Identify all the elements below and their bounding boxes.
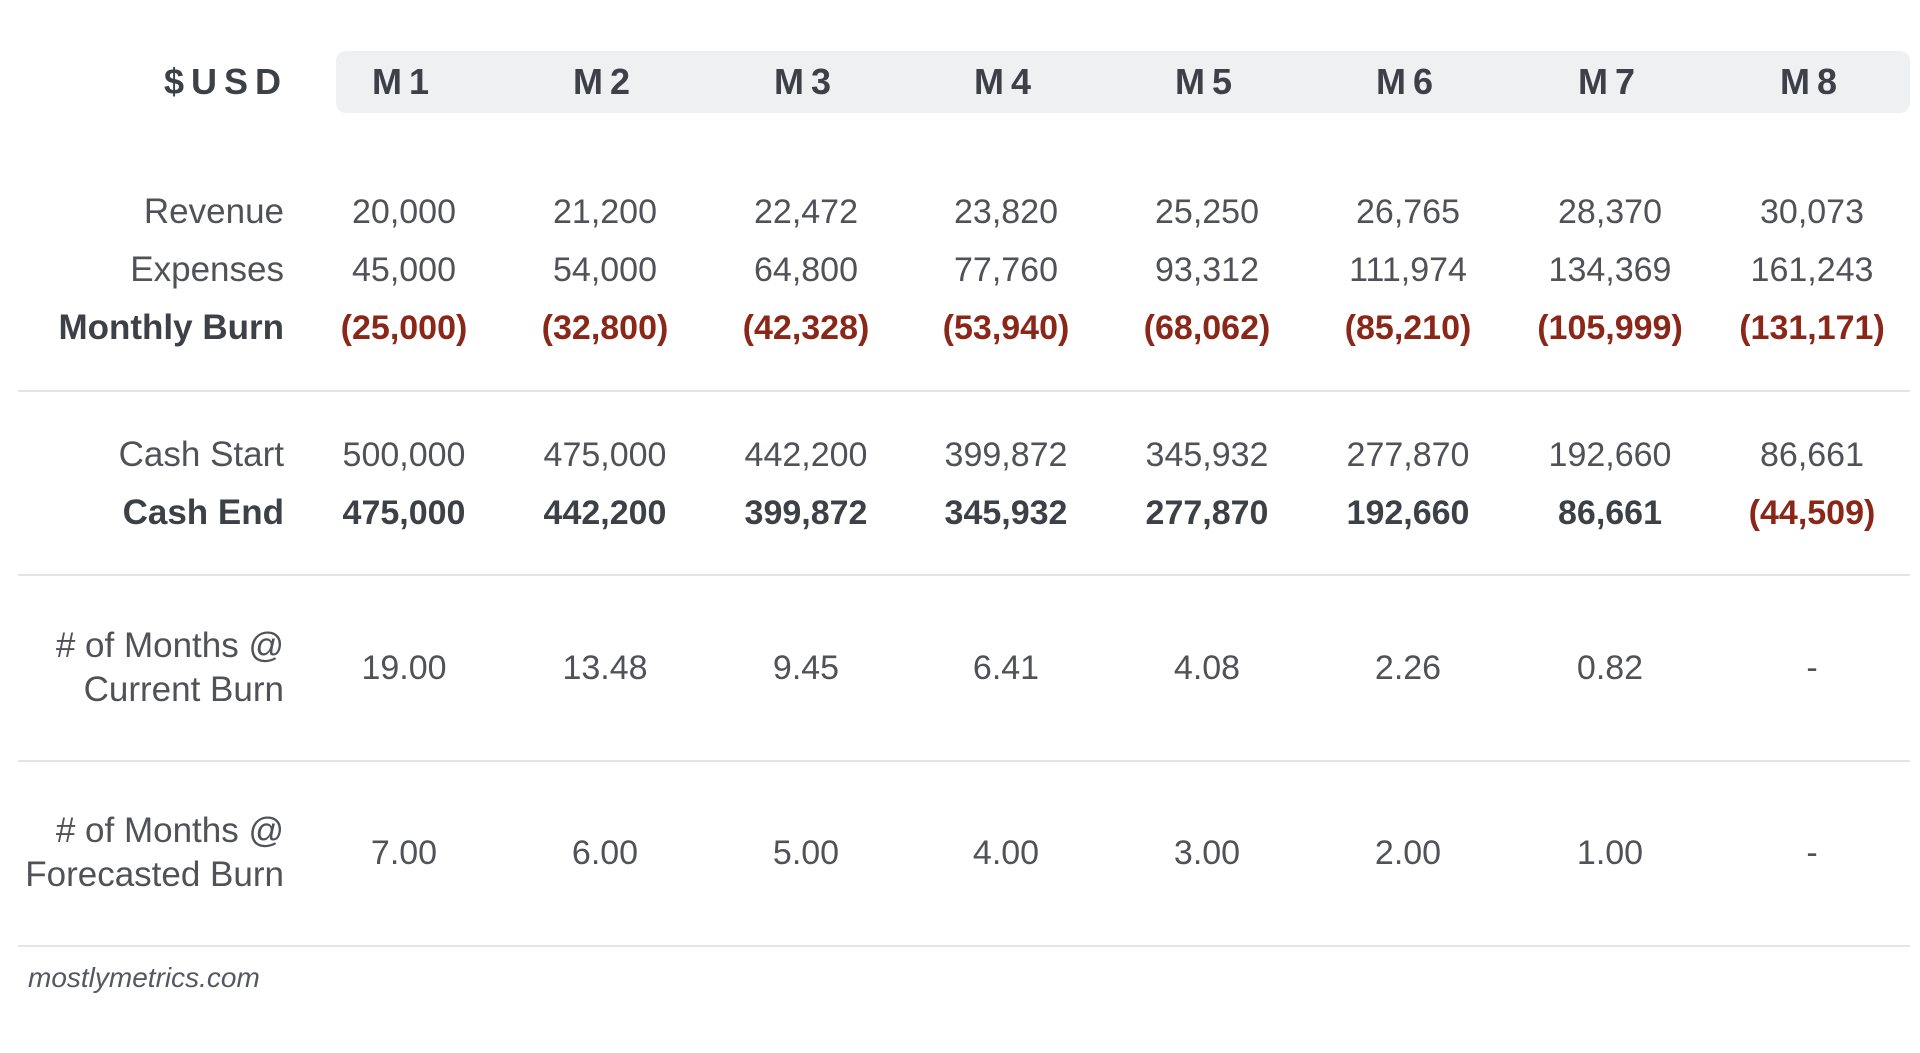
table-cell: 6.00 [571,834,639,872]
row-label-line: # of Months @ [55,626,284,665]
table-cell: 86,661 [1558,494,1662,532]
table-cell: 30,073 [1760,193,1864,231]
table-cell: 442,200 [744,436,868,474]
table-cell: 475,000 [543,436,667,474]
column-header-m5: M5 [1174,61,1239,102]
table-cell: 4.00 [972,834,1040,872]
currency-header: $USD [163,61,288,102]
table-cell: 64,800 [754,251,858,289]
table-cell: (42,328) [742,309,870,347]
table-cell: 500,000 [342,436,466,474]
column-header-m6: M6 [1375,61,1440,102]
row-label-line: # of Months @ [55,811,284,850]
table-cell: 161,243 [1750,251,1874,289]
column-header-m4: M4 [973,61,1038,102]
table-cell: 277,870 [1346,436,1470,474]
table-cell: 2.26 [1374,649,1442,687]
table-cell: 111,974 [1349,251,1467,289]
row-divider [18,574,1910,576]
row-label-months-current: # of Months @ Current Burn [0,624,284,712]
table-cell: 1.00 [1576,834,1644,872]
table-cell: 2.00 [1374,834,1442,872]
table-cell: 20,000 [352,193,456,231]
table-cell: 22,472 [754,193,858,231]
table-cell: (105,999) [1537,309,1683,347]
table-cell: 54,000 [553,251,657,289]
table-cell: (131,171) [1739,309,1885,347]
column-header-m7: M7 [1577,61,1642,102]
table-cell: - [1806,834,1818,872]
table-cell: (32,800) [541,309,669,347]
table-cell: 23,820 [954,193,1058,231]
table-cell: (85,210) [1344,309,1472,347]
table-cell: (68,062) [1143,309,1271,347]
table-cell: 192,660 [1548,436,1672,474]
table-cell: (53,940) [942,309,1070,347]
column-header-m2: M2 [572,61,637,102]
source-credit: mostlymetrics.com [28,962,260,993]
table-cell: 3.00 [1173,834,1241,872]
table-cell: 7.00 [370,834,438,872]
row-divider [18,945,1910,947]
row-divider [18,390,1910,392]
row-label-line: Current Burn [83,670,284,709]
table-cell: 399,872 [744,494,868,532]
row-label-months-forecasted: # of Months @ Forecasted Burn [0,809,284,897]
table-cell: 5.00 [772,834,840,872]
row-label-expenses: Expenses [130,250,284,289]
column-header-m1: M1 [371,61,436,102]
table-cell: 192,660 [1346,494,1470,532]
table-cell: 25,250 [1155,193,1259,231]
table-cell: (25,000) [340,309,468,347]
table-cell: 277,870 [1145,494,1269,532]
table-cell: 6.41 [972,649,1040,687]
table-cell: 86,661 [1760,436,1864,474]
table-cell: 9.45 [772,649,840,687]
table-cell: 0.82 [1576,649,1644,687]
table-cell: 45,000 [352,251,456,289]
header-band [336,51,1910,113]
row-label-monthly-burn: Monthly Burn [58,308,284,347]
table-cell: 475,000 [342,494,466,532]
table-cell: - [1806,649,1818,687]
row-divider [18,760,1910,762]
table-cell: 28,370 [1558,193,1662,231]
column-header-m8: M8 [1779,61,1844,102]
table-cell: 4.08 [1173,649,1241,687]
table-cell: 399,872 [944,436,1068,474]
table-cell: (44,509) [1748,494,1876,532]
table-cell: 13.48 [562,649,648,687]
table-cell: 21,200 [553,193,657,231]
table-cell: 345,932 [944,494,1068,532]
table-cell: 345,932 [1145,436,1269,474]
table-cell: 134,369 [1548,251,1672,289]
table-cell: 442,200 [543,494,667,532]
row-label-cash-end: Cash End [122,493,284,532]
table-cell: 77,760 [954,251,1058,289]
column-header-m3: M3 [773,61,838,102]
table-cell: 26,765 [1356,193,1460,231]
row-label-line: Forecasted Burn [25,855,284,894]
table-cell: 19.00 [361,649,447,687]
row-label-revenue: Revenue [143,192,284,231]
row-label-cash-start: Cash Start [118,435,284,474]
table-cell: 93,312 [1155,251,1259,289]
